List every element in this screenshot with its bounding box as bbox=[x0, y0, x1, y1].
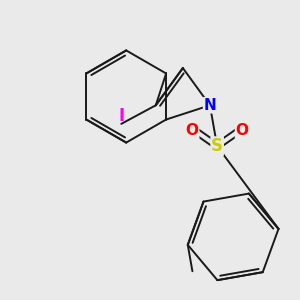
Text: O: O bbox=[236, 123, 248, 138]
Text: N: N bbox=[204, 98, 216, 113]
Text: S: S bbox=[211, 137, 223, 155]
Text: I: I bbox=[118, 107, 124, 125]
Text: O: O bbox=[186, 123, 199, 138]
